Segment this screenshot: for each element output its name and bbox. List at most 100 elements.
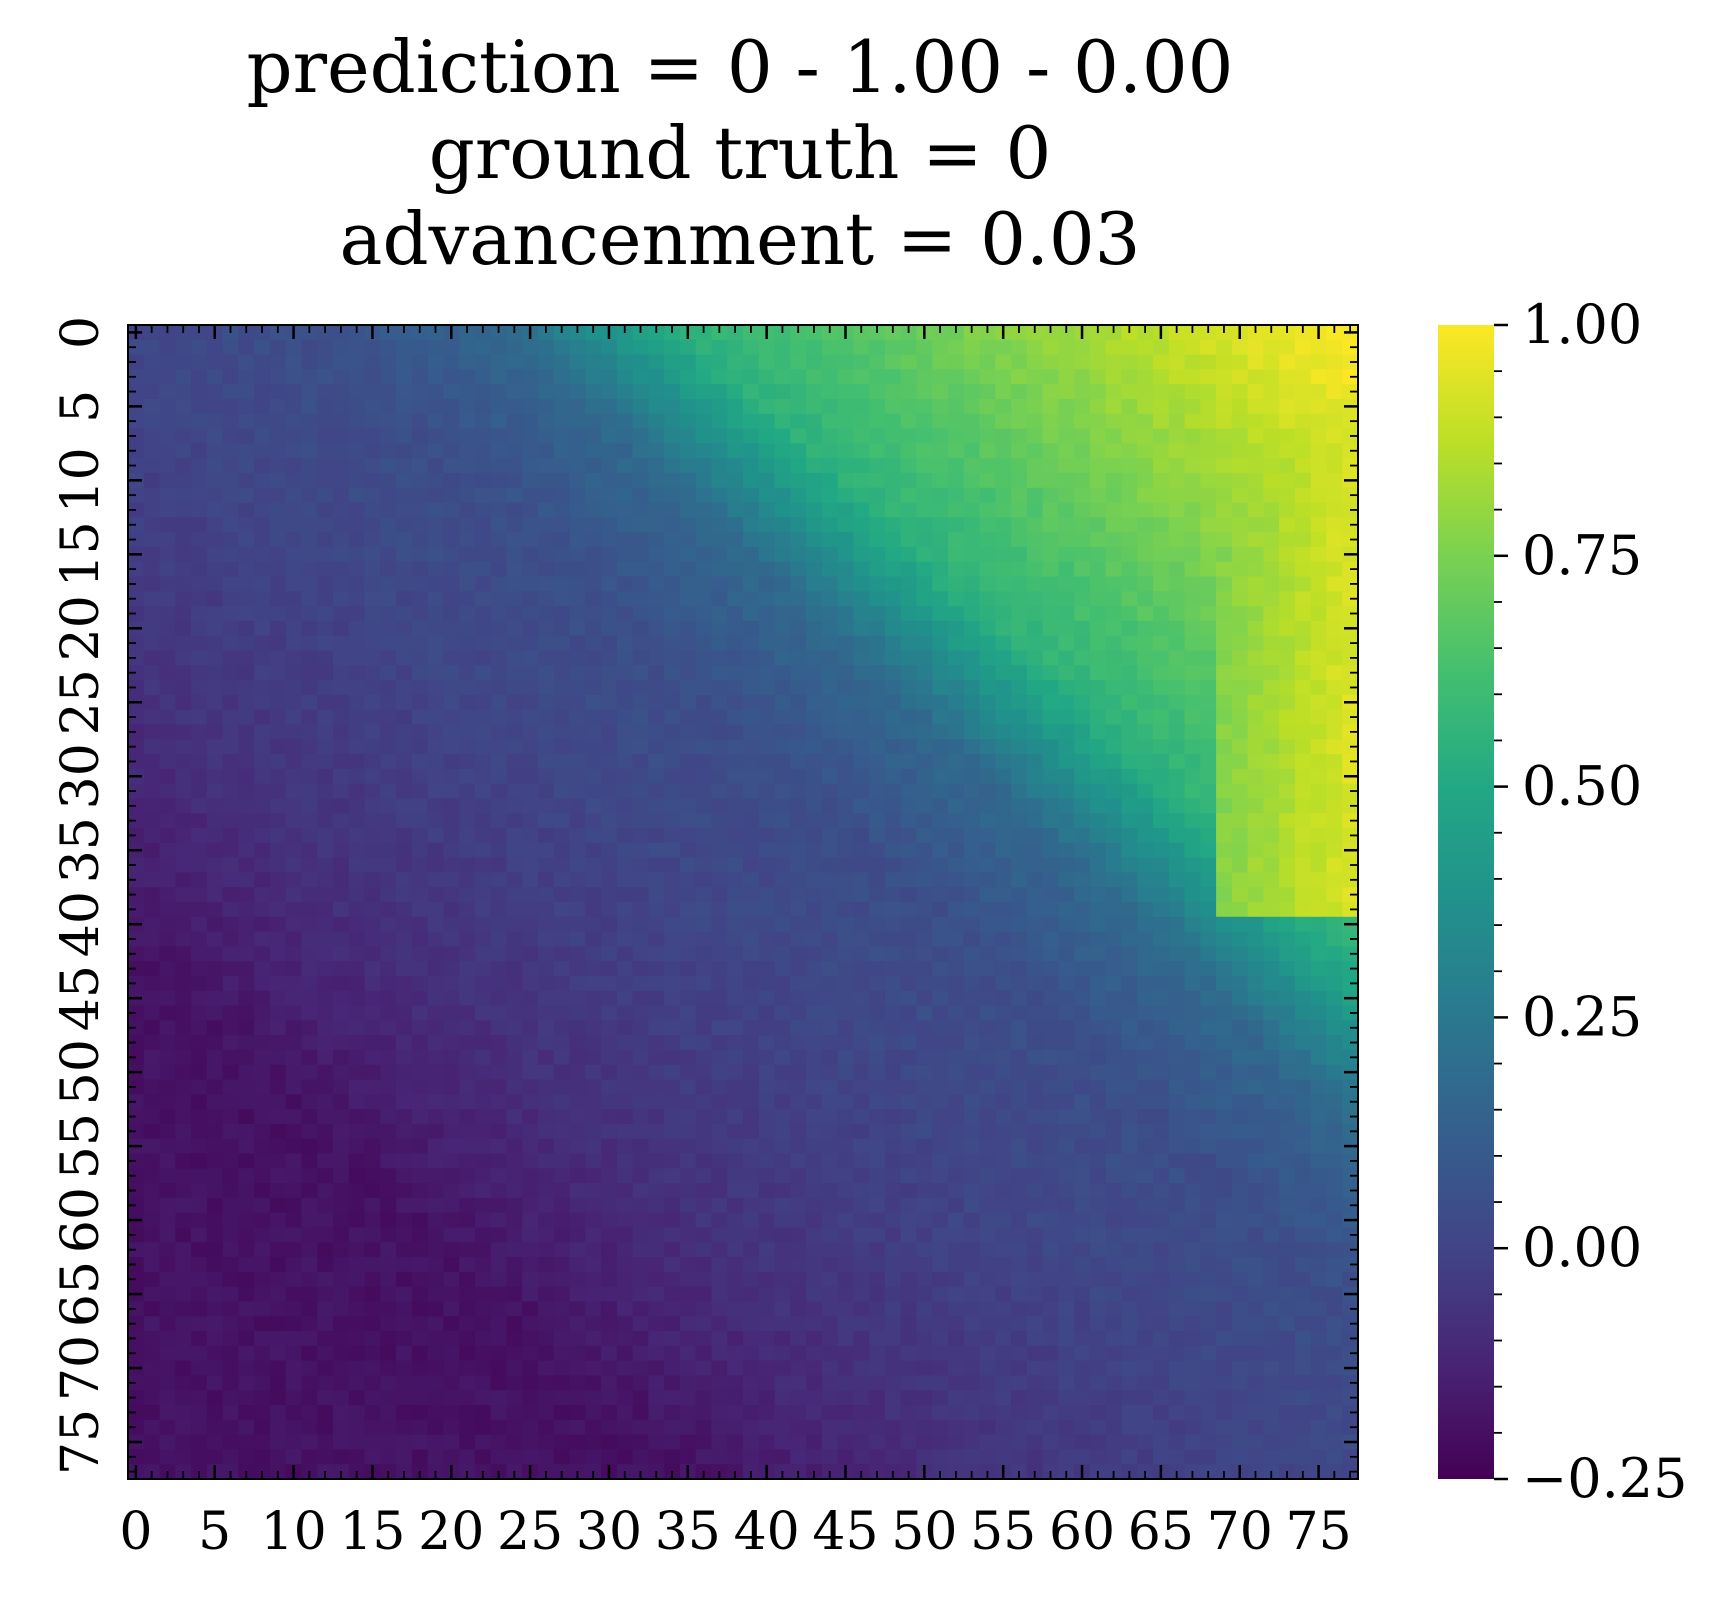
heatmap-cell <box>1153 1094 1170 1110</box>
heatmap-cell <box>601 665 618 681</box>
heatmap-cell <box>128 1242 145 1258</box>
heatmap-cell <box>317 398 334 415</box>
heatmap-cell <box>869 398 886 415</box>
heatmap-cell <box>1247 946 1264 962</box>
heatmap-cell <box>380 620 397 637</box>
heatmap-cell <box>364 961 381 977</box>
heatmap-cell <box>1074 931 1091 947</box>
heatmap-cell <box>490 620 508 637</box>
heatmap-cell <box>143 591 161 607</box>
heatmap-cell <box>175 1049 192 1066</box>
heatmap-cell <box>884 828 902 844</box>
heatmap-cell <box>932 1020 949 1036</box>
heatmap-cell <box>711 872 728 888</box>
heatmap-cell <box>1105 783 1123 800</box>
heatmap-cell <box>664 754 681 770</box>
heatmap-cell <box>364 665 381 681</box>
heatmap-cell <box>1216 665 1233 681</box>
heatmap-cell <box>869 754 886 770</box>
heatmap-cell <box>601 635 618 652</box>
heatmap-cell <box>1105 975 1123 992</box>
heatmap-cell <box>427 665 444 681</box>
heatmap-cell <box>380 458 397 474</box>
heatmap-cell <box>1011 458 1028 474</box>
heatmap-cell <box>206 961 224 977</box>
heatmap-cell <box>727 813 744 829</box>
heatmap-cell <box>585 1123 602 1140</box>
heatmap-cell <box>916 1049 933 1066</box>
heatmap-cell <box>254 458 271 474</box>
heatmap-cell <box>821 532 839 548</box>
heatmap-cell <box>632 1020 649 1036</box>
heatmap-cell <box>459 857 476 874</box>
heatmap-cell <box>1200 1168 1217 1184</box>
heatmap-cell <box>569 768 586 785</box>
heatmap-cell <box>1042 546 1059 563</box>
heatmap-cell <box>648 428 665 444</box>
heatmap-cell <box>301 946 318 962</box>
heatmap-cell <box>1279 472 1296 489</box>
heatmap-cell <box>1026 709 1044 726</box>
heatmap-cell <box>506 1094 523 1110</box>
heatmap-cell <box>679 739 697 755</box>
heatmap-cell <box>963 561 981 578</box>
heatmap-cell <box>538 1005 555 1021</box>
heatmap-cell <box>774 413 791 430</box>
heatmap-cell <box>1121 620 1138 637</box>
heatmap-cell <box>285 502 303 518</box>
heatmap-cell <box>1026 354 1044 370</box>
heatmap-cell <box>1089 754 1107 770</box>
heatmap-cell <box>806 709 823 726</box>
heatmap-cell <box>1200 783 1217 800</box>
heatmap-cell <box>269 1257 287 1273</box>
heatmap-cell <box>1247 1153 1264 1169</box>
heatmap-cell <box>191 887 208 903</box>
heatmap-cell <box>632 1079 649 1095</box>
heatmap-cell <box>1216 339 1233 356</box>
heatmap-cell <box>601 620 618 637</box>
heatmap-cell <box>1279 502 1296 518</box>
heatmap-cell <box>1042 532 1059 548</box>
heatmap-cell <box>1026 1242 1044 1258</box>
heatmap-cell <box>1310 1212 1328 1229</box>
heatmap-cell <box>853 680 870 696</box>
heatmap-cell <box>1263 813 1280 829</box>
heatmap-cell <box>269 902 287 918</box>
heatmap-cell <box>616 517 634 533</box>
heatmap-cell <box>679 1123 697 1140</box>
heatmap-cell <box>159 813 176 829</box>
heatmap-cell <box>317 532 334 548</box>
heatmap-cell <box>238 665 255 681</box>
heatmap-cell <box>1216 606 1233 622</box>
heatmap-cell <box>1231 532 1249 548</box>
heatmap-cell <box>1153 665 1170 681</box>
heatmap-cell <box>806 680 823 696</box>
heatmap-cell <box>758 724 776 740</box>
heatmap-cell <box>348 606 366 622</box>
heatmap-cell <box>1153 887 1170 903</box>
heatmap-cell <box>222 354 239 370</box>
heatmap-cell <box>995 561 1012 578</box>
heatmap-cell <box>1310 857 1328 874</box>
heatmap-cell <box>585 1197 602 1214</box>
heatmap-cell <box>159 1123 176 1140</box>
heatmap-cell <box>948 1168 965 1184</box>
heatmap-cell <box>821 798 839 814</box>
heatmap-cell <box>821 680 839 696</box>
heatmap-cell <box>711 857 728 874</box>
heatmap-cell <box>1137 665 1154 681</box>
heatmap-cell <box>333 1049 350 1066</box>
heatmap-cell <box>664 1242 681 1258</box>
heatmap-cell <box>743 975 760 992</box>
heatmap-cell <box>979 665 996 681</box>
heatmap-cell <box>616 694 634 711</box>
heatmap-cell <box>1184 1168 1201 1184</box>
heatmap-cell <box>821 1257 839 1273</box>
heatmap-cell <box>411 798 429 814</box>
heatmap-cell <box>774 768 791 785</box>
heatmap-cell <box>853 487 870 504</box>
heatmap-cell <box>695 1109 713 1125</box>
heatmap-cell <box>727 1168 744 1184</box>
heatmap-cell <box>1200 561 1217 578</box>
heatmap-cell <box>790 635 807 652</box>
